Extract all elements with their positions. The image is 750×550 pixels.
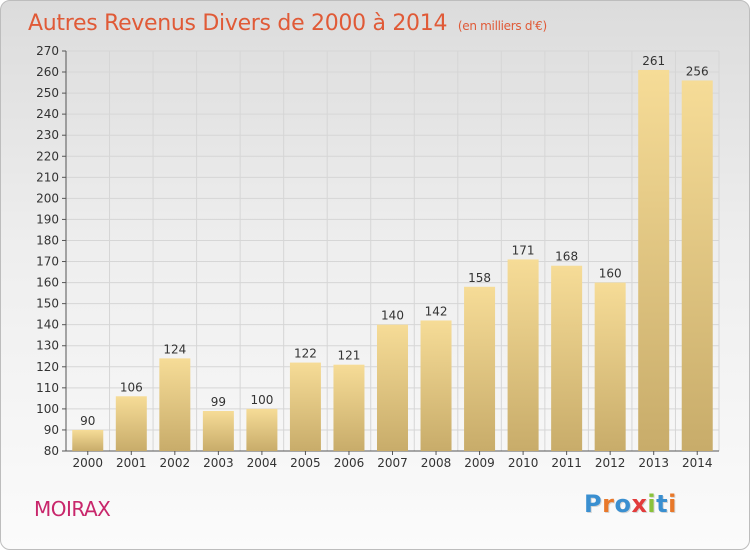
bar-value-label: 99: [211, 395, 226, 409]
x-tick-label: 2012: [595, 456, 626, 470]
logo-letter: i: [668, 490, 677, 518]
y-tick-label: 100: [36, 402, 59, 416]
bar: [638, 69, 670, 452]
x-tick-label: 2006: [334, 456, 365, 470]
y-tick-label: 220: [36, 149, 59, 163]
proxiti-logo: Proxiti: [584, 490, 677, 518]
bar-value-label: 158: [468, 271, 491, 285]
logo-letter: P: [584, 490, 603, 518]
bar: [202, 411, 234, 451]
bar: [72, 429, 104, 451]
bar-value-label: 142: [425, 304, 448, 318]
bar: [289, 362, 321, 451]
bar: [333, 364, 365, 451]
bar: [246, 408, 278, 451]
bar: [464, 286, 496, 451]
bar: [159, 358, 191, 451]
bar: [551, 265, 583, 451]
chart-title-text: Autres Revenus Divers de 2000 à 2014: [28, 11, 448, 36]
chart-title: Autres Revenus Divers de 2000 à 2014 (en…: [28, 11, 547, 36]
bar-value-label: 171: [512, 243, 535, 257]
x-tick-label: 2005: [290, 456, 321, 470]
y-tick-label: 130: [36, 339, 59, 353]
x-tick-label: 2011: [551, 456, 582, 470]
y-tick-label: 190: [36, 212, 59, 226]
y-tick-label: 230: [36, 128, 59, 142]
y-tick-label: 270: [36, 44, 59, 58]
x-tick-label: 2000: [72, 456, 103, 470]
logo-letter: r: [602, 490, 615, 518]
y-tick-label: 200: [36, 191, 59, 205]
y-tick-label: 240: [36, 107, 59, 121]
bars: [72, 69, 713, 452]
y-tick-label: 260: [36, 65, 59, 79]
bar: [420, 320, 452, 451]
bar-value-label: 160: [599, 267, 622, 281]
x-tick-label: 2001: [116, 456, 147, 470]
bar-value-label: 261: [642, 54, 665, 68]
bar-value-label: 168: [555, 250, 578, 264]
logo-letter: o: [614, 490, 632, 518]
logo-letter: i: [647, 490, 657, 518]
bar-value-label: 100: [250, 393, 273, 407]
y-tick-label: 150: [36, 297, 59, 311]
commune-name: MOIRAX: [34, 497, 111, 521]
axes: 8090100110120130140150160170180190200210…: [36, 44, 719, 470]
x-tick-label: 2010: [508, 456, 539, 470]
y-tick-label: 120: [36, 360, 59, 374]
y-tick-label: 170: [36, 255, 59, 269]
y-tick-label: 140: [36, 318, 59, 332]
bar-value-label: 140: [381, 309, 404, 323]
bar: [115, 396, 147, 451]
y-tick-label: 250: [36, 86, 59, 100]
logo-letter: t: [656, 490, 669, 518]
x-tick-label: 2004: [247, 456, 278, 470]
x-tick-label: 2013: [638, 456, 669, 470]
x-tick-label: 2007: [377, 456, 408, 470]
x-tick-label: 2014: [682, 456, 713, 470]
bar-value-label: 124: [163, 342, 186, 356]
y-tick-label: 180: [36, 233, 59, 247]
bar: [377, 324, 408, 451]
x-tick-label: 2009: [464, 456, 495, 470]
x-tick-label: 2003: [203, 456, 234, 470]
bar-value-label: 256: [686, 64, 709, 78]
bar-value-label: 106: [120, 380, 143, 394]
x-tick-label: 2008: [421, 456, 452, 470]
logo-letter: x: [631, 490, 648, 518]
bar-value-label: 121: [338, 349, 361, 363]
y-tick-label: 160: [36, 276, 59, 290]
chart-subtitle: (en milliers d'€): [457, 19, 547, 33]
bar-value-label: 122: [294, 347, 317, 361]
bar: [507, 259, 539, 451]
value-labels: 90 106 124 99 100 122 121 140 142 158 171 168 160 261…: [80, 54, 709, 428]
y-tick-label: 80: [44, 444, 59, 458]
bar: [681, 80, 713, 451]
x-tick-label: 2002: [160, 456, 191, 470]
y-tick-label: 210: [36, 170, 59, 184]
bar-value-label: 90: [80, 414, 95, 428]
y-tick-label: 110: [36, 381, 59, 395]
y-tick-label: 90: [44, 423, 59, 437]
bar: [594, 282, 626, 451]
